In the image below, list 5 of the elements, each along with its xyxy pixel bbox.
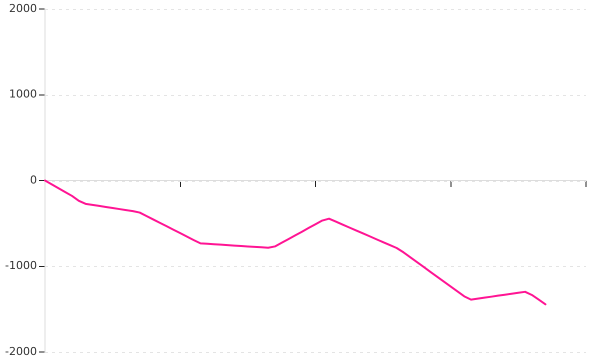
y-tick-label: 1000 [9,88,37,101]
y-tick-label: -2000 [5,344,37,358]
y-tick-label: 0 [30,173,37,186]
y-tick-label: 2000 [9,2,37,15]
y-tick-label: -1000 [5,259,37,272]
